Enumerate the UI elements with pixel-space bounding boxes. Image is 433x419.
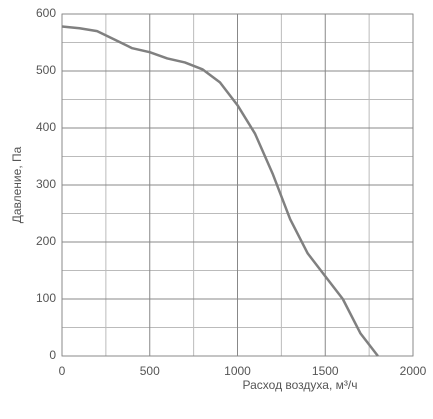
x-tick-label: 1500 <box>312 364 339 378</box>
y-tick-label: 200 <box>36 234 56 248</box>
x-tick-label: 0 <box>59 364 66 378</box>
y-tick-label: 400 <box>36 120 56 134</box>
x-axis-label: Расход воздуха, м³/ч <box>243 378 358 392</box>
line-series <box>61 25 379 357</box>
y-tick-label: 100 <box>36 291 56 305</box>
y-tick-label: 0 <box>49 348 56 362</box>
y-axis-label: Давление, Па <box>10 146 24 223</box>
y-tick-label: 500 <box>36 63 56 77</box>
x-tick-label: 1000 <box>224 364 251 378</box>
x-tick-label: 500 <box>140 364 160 378</box>
y-tick-label: 600 <box>36 6 56 20</box>
y-tick-label: 300 <box>36 177 56 191</box>
x-tick-label: 2000 <box>400 364 427 378</box>
